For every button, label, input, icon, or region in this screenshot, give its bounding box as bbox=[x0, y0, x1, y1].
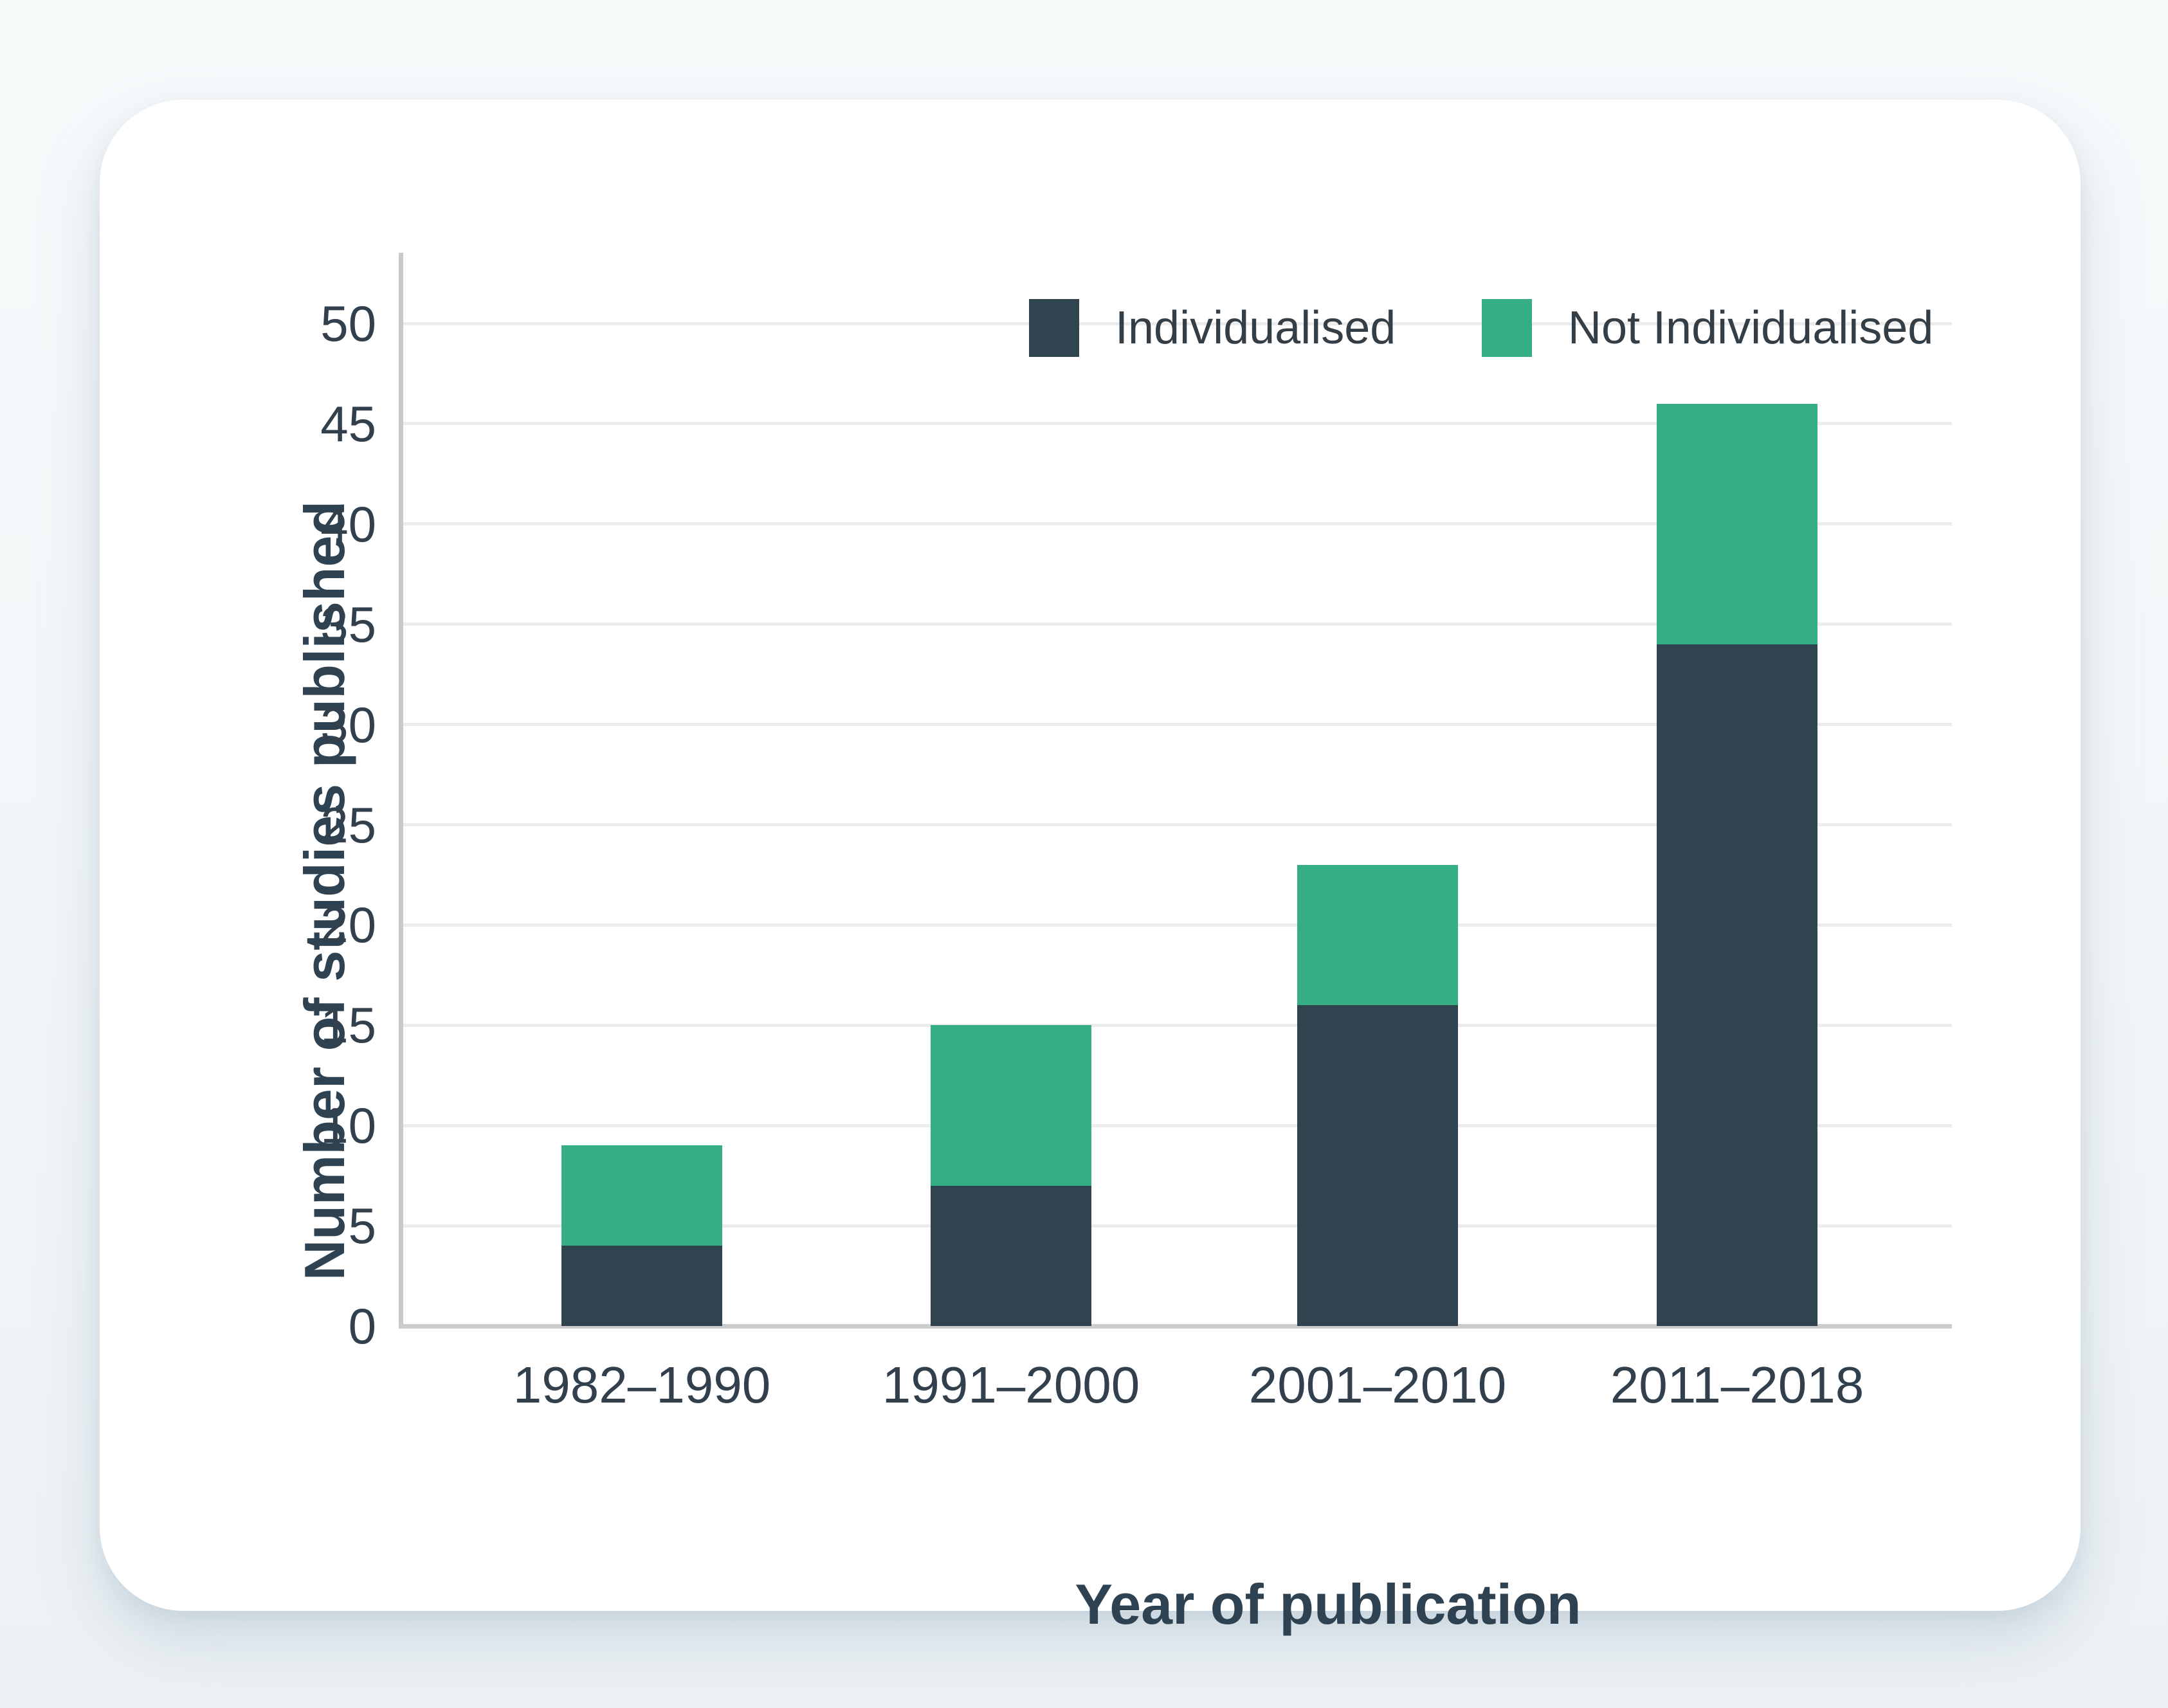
x-tick-label-1991-2000: 1991–2000 bbox=[882, 1356, 1140, 1413]
y-tick-label-25: 25 bbox=[320, 796, 376, 853]
bar-2011-2018-individualised bbox=[1657, 644, 1817, 1326]
legend-swatch-not-individualised bbox=[1482, 299, 1532, 357]
y-tick-label-50: 50 bbox=[320, 295, 376, 352]
x-tick-label-2001-2010: 2001–2010 bbox=[1248, 1356, 1507, 1413]
y-tick-label-35: 35 bbox=[320, 595, 376, 653]
legend-label-individualised: Individualised bbox=[1115, 302, 1396, 354]
bar-2011-2018-not-individualised bbox=[1657, 403, 1817, 644]
x-axis-title: Year of publication bbox=[1075, 1572, 1581, 1636]
gridline-50 bbox=[403, 322, 1952, 325]
legend-label-not-individualised: Not Individualised bbox=[1568, 302, 1934, 354]
y-tick-label-20: 20 bbox=[320, 896, 376, 954]
y-tick-label-10: 10 bbox=[320, 1097, 376, 1154]
gridline-10 bbox=[403, 1123, 1952, 1127]
bar-1982-1990-not-individualised bbox=[561, 1145, 722, 1246]
gridline-45 bbox=[403, 422, 1952, 426]
x-axis-baseline bbox=[399, 1323, 1952, 1329]
gridline-35 bbox=[403, 622, 1952, 626]
x-tick-label-2011-2018: 2011–2018 bbox=[1610, 1356, 1864, 1413]
y-axis-line bbox=[399, 253, 403, 1329]
bar-2001-2010-not-individualised bbox=[1297, 864, 1458, 1006]
legend-item-not-individualised: Not Individualised bbox=[1482, 299, 1933, 357]
gridline-20 bbox=[403, 923, 1952, 927]
y-tick-label-30: 30 bbox=[320, 696, 376, 753]
legend-item-individualised: Individualised bbox=[1029, 299, 1396, 357]
bar-1991-2000-not-individualised bbox=[931, 1025, 1091, 1186]
gridline-15 bbox=[403, 1023, 1952, 1027]
bar-1991-2000-individualised bbox=[931, 1185, 1091, 1326]
y-tick-label-0: 0 bbox=[348, 1298, 376, 1354]
chart-card: Number of studies published Year of publ… bbox=[100, 100, 2081, 1635]
y-tick-label-40: 40 bbox=[320, 495, 376, 552]
gridline-5 bbox=[403, 1224, 1952, 1228]
y-tick-label-5: 5 bbox=[348, 1197, 376, 1255]
x-tick-label-1982-1990: 1982–1990 bbox=[513, 1356, 771, 1413]
gridline-25 bbox=[403, 823, 1952, 826]
gridline-40 bbox=[403, 522, 1952, 526]
gridline-30 bbox=[403, 723, 1952, 727]
bar-2001-2010-individualised bbox=[1297, 1005, 1458, 1326]
legend-swatch-individualised bbox=[1029, 299, 1079, 357]
bar-1982-1990-individualised bbox=[561, 1246, 722, 1326]
y-tick-label-15: 15 bbox=[320, 997, 376, 1054]
y-tick-label-45: 45 bbox=[320, 395, 376, 452]
